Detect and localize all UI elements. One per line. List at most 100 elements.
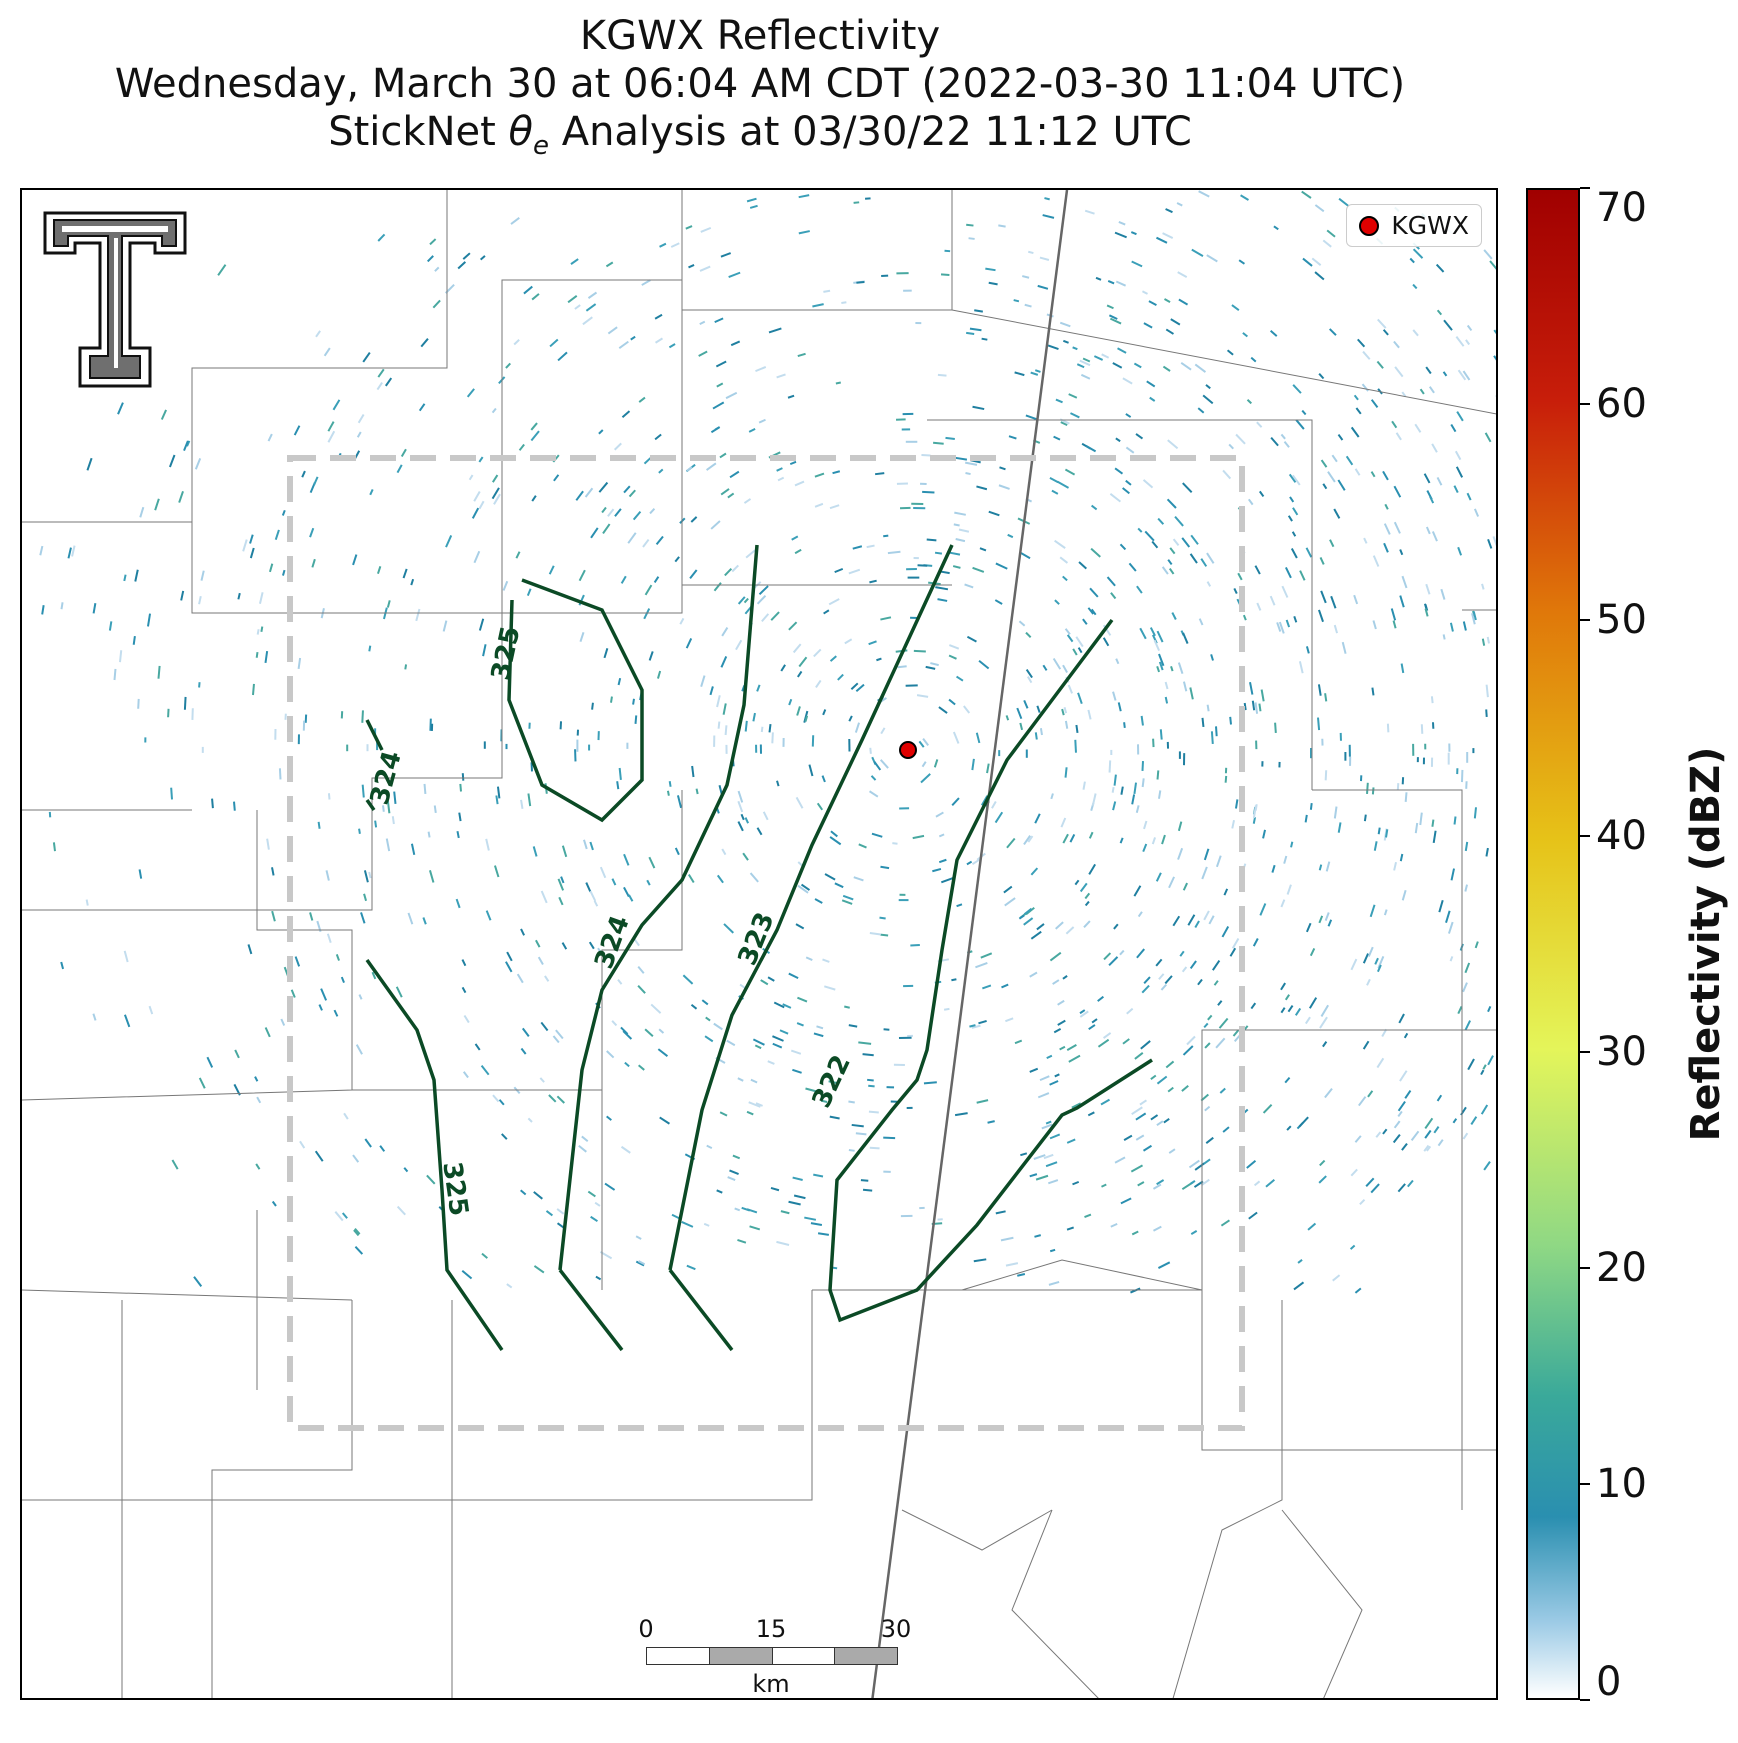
- reflectivity-gate: [1442, 634, 1446, 640]
- reflectivity-gate: [685, 638, 693, 649]
- reflectivity-gate: [1084, 900, 1090, 907]
- reflectivity-gate: [906, 1106, 913, 1110]
- reflectivity-gate: [590, 527, 599, 539]
- reflectivity-gate: [937, 598, 948, 602]
- colorbar-tick: [1580, 835, 1590, 837]
- reflectivity-gate: [1496, 892, 1498, 898]
- reflectivity-gate: [264, 1027, 271, 1038]
- reflectivity-gate: [674, 556, 680, 563]
- reflectivity-gate: [1487, 1005, 1492, 1013]
- reflectivity-gate: [1473, 807, 1478, 819]
- reflectivity-gate: [792, 1068, 802, 1074]
- reflectivity-echoes: [39, 190, 1498, 1294]
- reflectivity-gate: [123, 1014, 131, 1028]
- contour-323-lower-tail: [668, 1268, 734, 1352]
- reflectivity-gate: [249, 547, 255, 559]
- reflectivity-gate: [758, 585, 769, 596]
- reflectivity-gate: [797, 352, 806, 358]
- reflectivity-gate: [1062, 664, 1068, 674]
- reflectivity-gate: [1158, 973, 1165, 980]
- reflectivity-gate: [478, 618, 485, 631]
- reflectivity-gate: [1070, 412, 1080, 419]
- reflectivity-gate: [642, 538, 650, 548]
- reflectivity-gate: [925, 665, 936, 670]
- reflectivity-gate: [1211, 959, 1221, 971]
- reflectivity-gate: [1153, 1225, 1162, 1232]
- reflectivity-gate: [862, 1053, 874, 1057]
- reflectivity-gate: [712, 401, 725, 410]
- reflectivity-gate: [602, 523, 611, 535]
- radar-map[interactable]: 325 324 324 323 322 325 KGWX 0 15 30 k: [20, 188, 1498, 1700]
- reflectivity-gate: [1301, 190, 1312, 199]
- colorbar-tick: [1580, 403, 1590, 405]
- reflectivity-gate: [1161, 566, 1169, 575]
- reflectivity-gate: [905, 684, 918, 687]
- reflectivity-gate: [1164, 975, 1173, 985]
- reflectivity-gate: [1425, 583, 1431, 595]
- kgwx-radar-marker[interactable]: [899, 741, 917, 759]
- reflectivity-gate: [618, 767, 622, 780]
- reflectivity-gate: [60, 961, 65, 970]
- reflectivity-gate: [1339, 732, 1342, 741]
- reflectivity-gate: [907, 1034, 914, 1038]
- reflectivity-gate: [622, 1030, 633, 1040]
- reflectivity-gate: [183, 440, 189, 451]
- reflectivity-gate: [834, 882, 844, 889]
- reflectivity-gate: [1141, 778, 1145, 788]
- reflectivity-colorbar: [1526, 188, 1580, 1700]
- reflectivity-gate: [1210, 654, 1214, 661]
- reflectivity-gate: [1087, 607, 1095, 615]
- reflectivity-gate: [1350, 1168, 1358, 1177]
- reflectivity-gate: [739, 983, 746, 989]
- reflectivity-gate: [1465, 339, 1471, 346]
- reflectivity-gate: [302, 720, 306, 731]
- reflectivity-gate: [1330, 595, 1337, 609]
- reflectivity-gate: [851, 1123, 864, 1128]
- reflectivity-gate: [1367, 946, 1374, 957]
- reflectivity-gate: [198, 595, 202, 605]
- reflectivity-gate: [965, 461, 978, 466]
- reflectivity-gate: [788, 698, 793, 706]
- reflectivity-gate: [905, 440, 918, 443]
- reflectivity-gate: [797, 996, 808, 1003]
- reflectivity-gate: [1146, 380, 1156, 388]
- reflectivity-gate: [892, 842, 898, 845]
- reflectivity-gate: [821, 775, 826, 783]
- reflectivity-gate: [758, 418, 766, 424]
- reflectivity-gate: [379, 1145, 386, 1152]
- reflectivity-gate: [987, 1120, 995, 1124]
- reflectivity-gate: [668, 343, 676, 349]
- reflectivity-gate: [737, 821, 744, 832]
- reflectivity-gate: [952, 731, 960, 744]
- reflectivity-gate: [1042, 214, 1055, 219]
- reflectivity-gate: [1181, 537, 1191, 548]
- reflectivity-gate: [829, 504, 840, 510]
- reflectivity-gate: [1464, 841, 1469, 852]
- reflectivity-gate: [1017, 1273, 1026, 1277]
- reflectivity-gate: [1125, 479, 1132, 486]
- reflectivity-gate: [1065, 926, 1075, 935]
- reflectivity-gate: [352, 1154, 360, 1163]
- reflectivity-gate: [1167, 559, 1173, 566]
- reflectivity-gate: [540, 890, 548, 904]
- reflectivity-gate: [391, 816, 395, 825]
- reflectivity-gate: [584, 487, 594, 498]
- reflectivity-gate: [1135, 805, 1140, 813]
- reflectivity-gate: [1016, 707, 1023, 720]
- reflectivity-gate: [363, 870, 369, 883]
- reflectivity-gate: [951, 797, 960, 806]
- reflectivity-gate: [1203, 848, 1210, 861]
- reflectivity-gate: [1395, 432, 1402, 441]
- reflectivity-gate: [773, 1001, 785, 1009]
- reflectivity-gate: [1001, 983, 1009, 989]
- reflectivity-gate: [873, 761, 882, 771]
- reflectivity-gate: [869, 1146, 880, 1150]
- reflectivity-gate: [1090, 608, 1097, 616]
- reflectivity-gate: [578, 569, 586, 582]
- reflectivity-gate: [966, 635, 977, 643]
- reflectivity-gate: [410, 578, 415, 586]
- reflectivity-gate: [1191, 248, 1204, 257]
- reflectivity-gate: [759, 744, 762, 754]
- reflectivity-gate: [1091, 793, 1097, 806]
- reflectivity-gate: [1130, 1287, 1141, 1294]
